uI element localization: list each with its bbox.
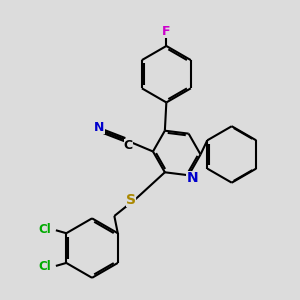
Text: F: F bbox=[162, 25, 171, 38]
Text: N: N bbox=[94, 121, 105, 134]
Text: Cl: Cl bbox=[38, 260, 51, 273]
Text: N: N bbox=[186, 171, 198, 185]
Text: C: C bbox=[124, 139, 133, 152]
Text: S: S bbox=[126, 193, 136, 207]
Text: Cl: Cl bbox=[38, 223, 51, 236]
